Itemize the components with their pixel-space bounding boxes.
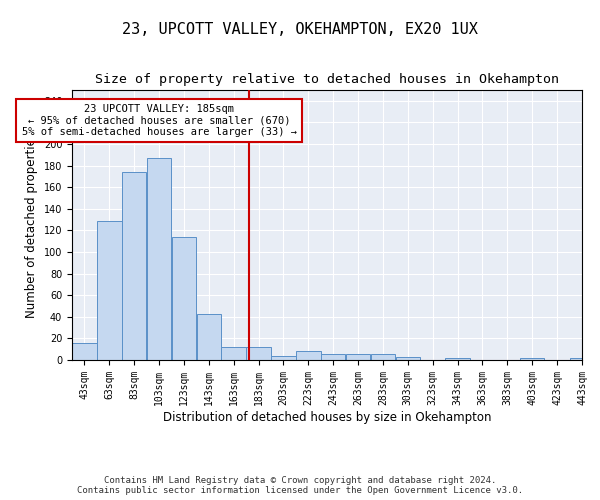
Bar [445,358,470,360]
Bar [197,314,221,360]
Bar [72,342,97,360]
Bar [97,220,122,360]
Bar [296,352,320,360]
Bar [520,358,544,360]
Text: 23, UPCOTT VALLEY, OKEHAMPTON, EX20 1UX: 23, UPCOTT VALLEY, OKEHAMPTON, EX20 1UX [122,22,478,38]
Bar [247,347,271,360]
Bar [172,237,196,360]
Bar [395,357,420,360]
Bar [570,358,594,360]
Bar [321,354,346,360]
Title: Size of property relative to detached houses in Okehampton: Size of property relative to detached ho… [95,73,559,86]
Bar [147,158,172,360]
Bar [122,172,146,360]
Bar [221,347,246,360]
X-axis label: Distribution of detached houses by size in Okehampton: Distribution of detached houses by size … [163,410,491,424]
Bar [271,356,296,360]
Y-axis label: Number of detached properties: Number of detached properties [25,132,38,318]
Text: Contains HM Land Registry data © Crown copyright and database right 2024.
Contai: Contains HM Land Registry data © Crown c… [77,476,523,495]
Bar [371,354,395,360]
Bar [346,354,370,360]
Text: 23 UPCOTT VALLEY: 185sqm
← 95% of detached houses are smaller (670)
5% of semi-d: 23 UPCOTT VALLEY: 185sqm ← 95% of detach… [22,104,296,137]
